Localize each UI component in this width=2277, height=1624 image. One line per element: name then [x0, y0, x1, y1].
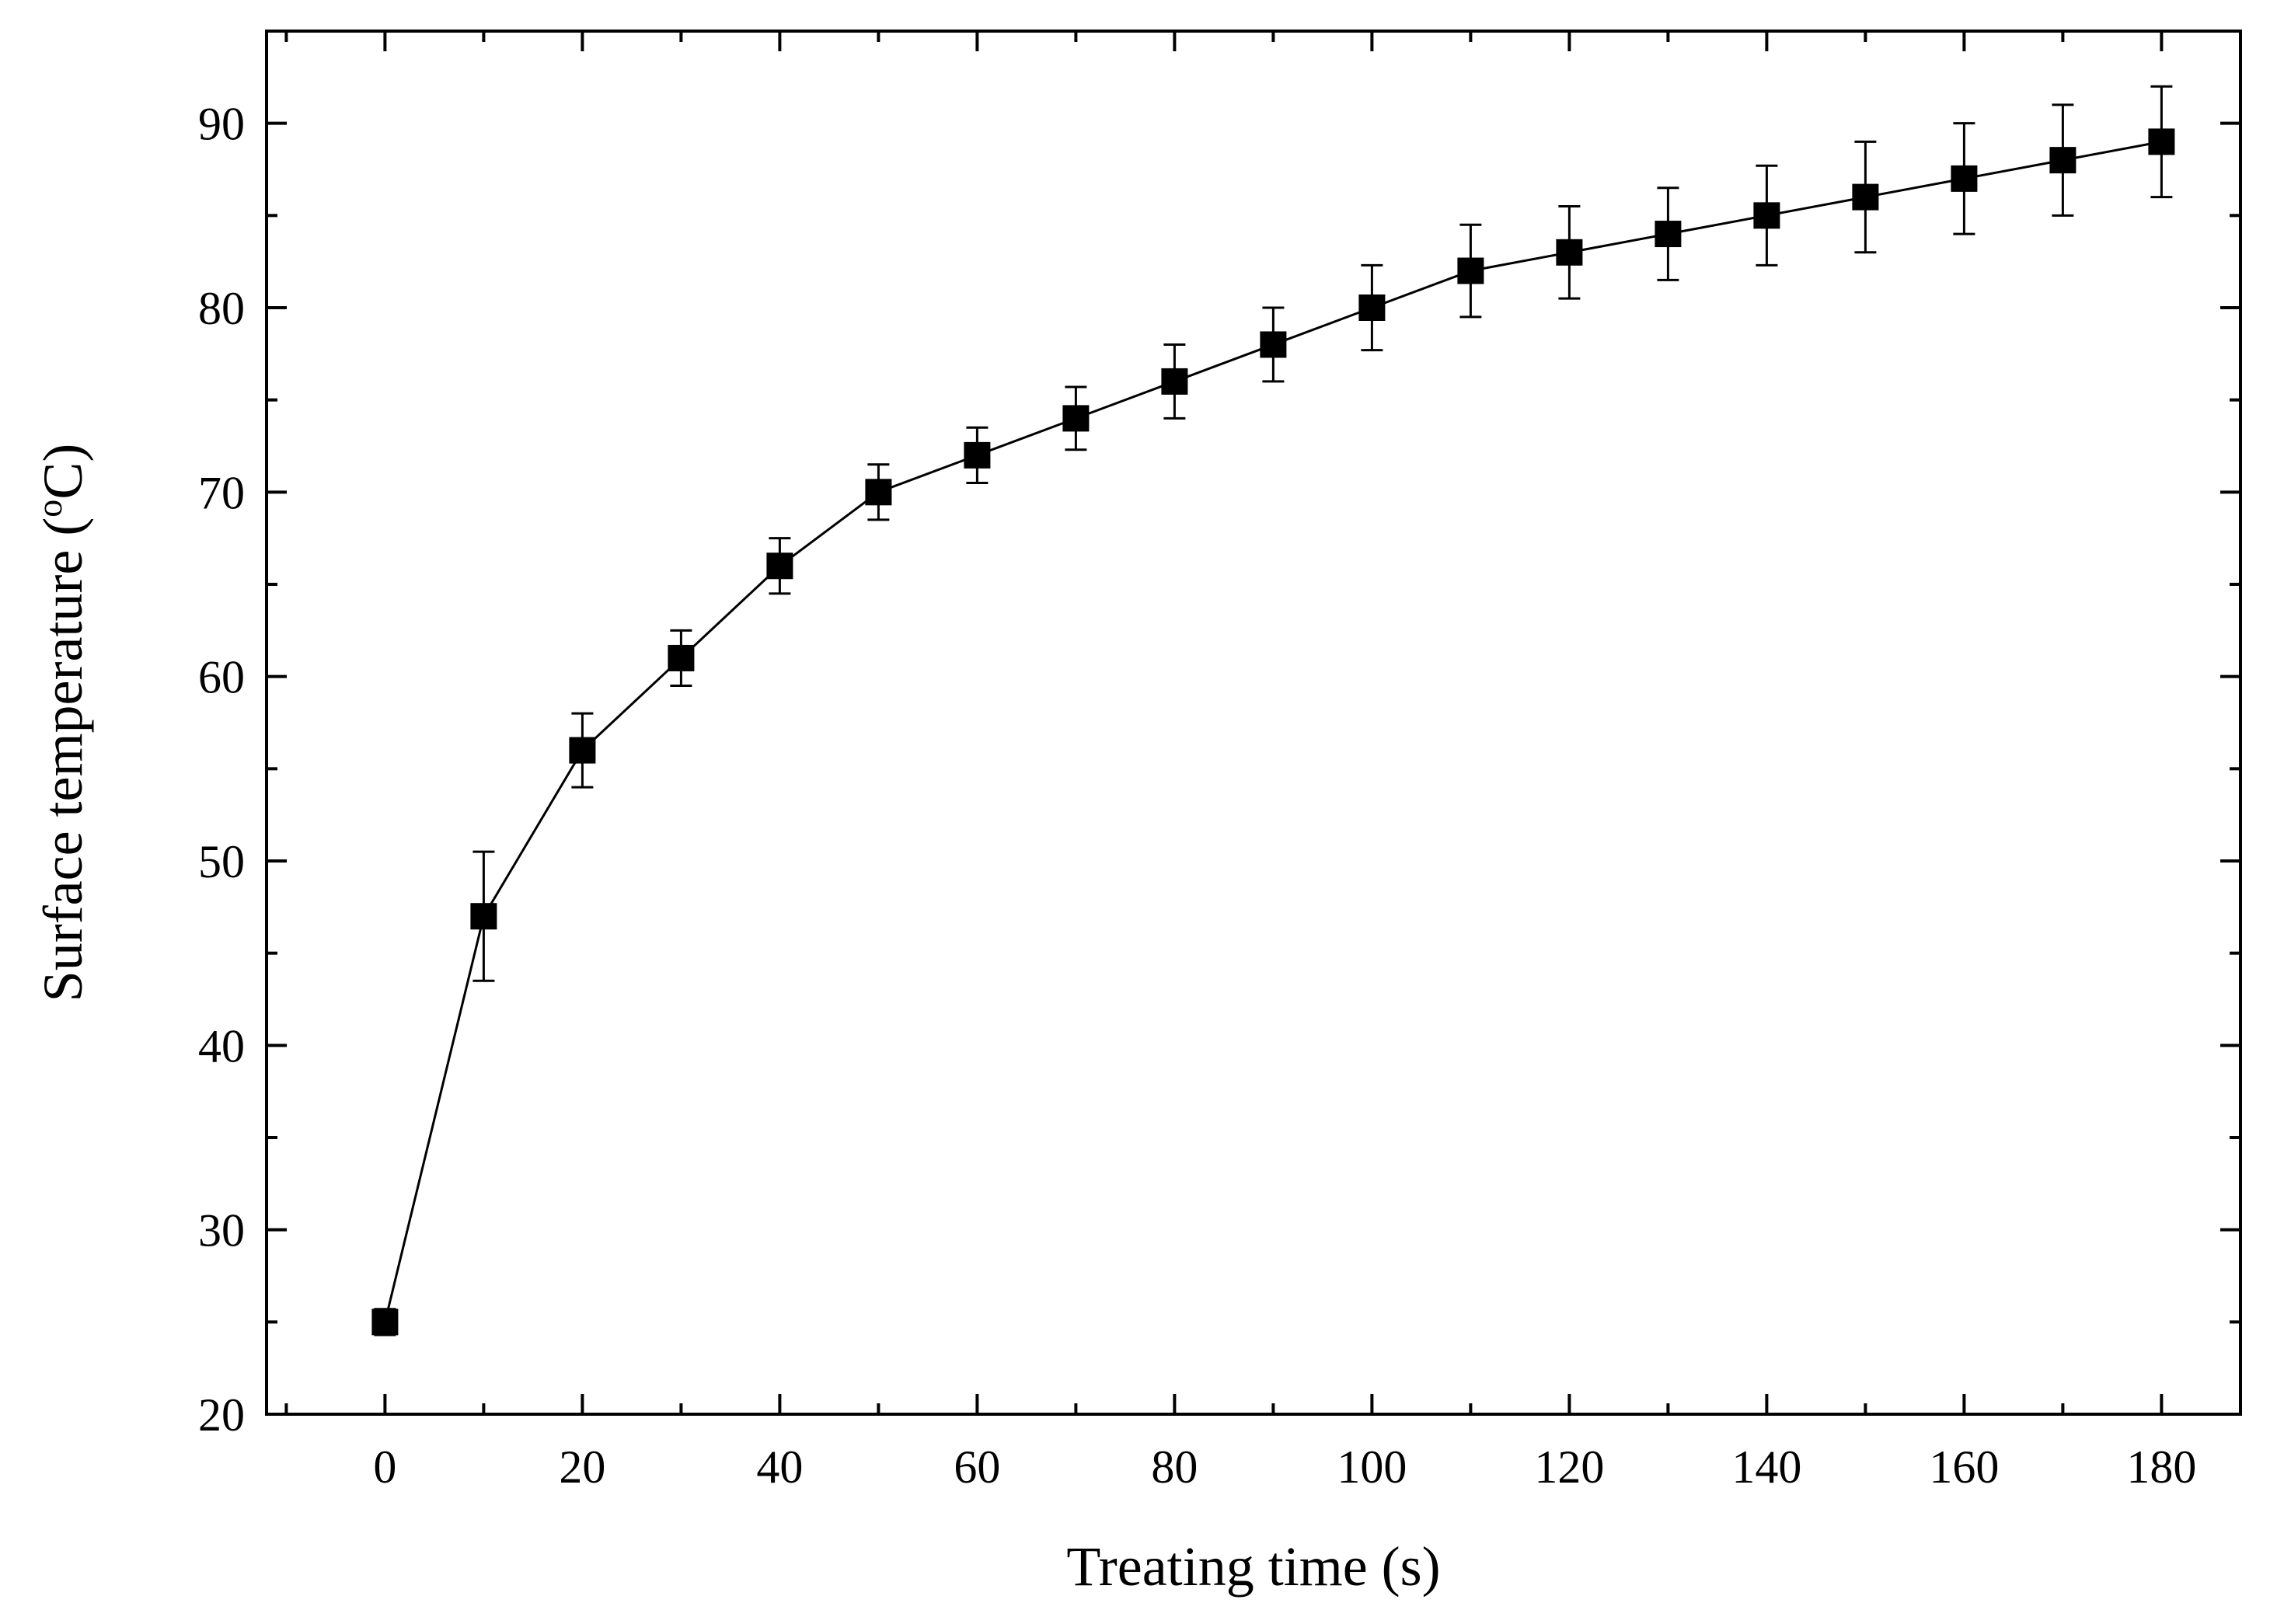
data-point-marker [371, 1309, 399, 1336]
x-tick-label: 0 [373, 1441, 396, 1493]
y-tick-label: 90 [198, 99, 245, 150]
data-point-marker [1556, 239, 1583, 266]
y-tick-label: 70 [198, 467, 245, 518]
data-point-marker [1852, 183, 1879, 211]
y-tick-label: 30 [198, 1205, 245, 1256]
x-tick-label: 20 [559, 1441, 605, 1493]
x-tick-label: 80 [1151, 1441, 1198, 1493]
y-axis-title-degree: o [30, 500, 69, 518]
data-point-marker [569, 737, 596, 764]
y-tick-label: 60 [198, 652, 245, 703]
data-point-marker [2049, 147, 2076, 174]
data-point-marker [766, 552, 793, 580]
plot-frame [265, 30, 2242, 1416]
series-layer [371, 85, 2175, 1336]
data-point-marker [1161, 368, 1188, 395]
data-point-marker [668, 644, 695, 671]
data-point-marker [1062, 405, 1090, 432]
data-point-marker [1358, 294, 1386, 321]
x-tick-label: 160 [1929, 1441, 1999, 1493]
x-tick-label: 140 [1731, 1441, 1801, 1493]
x-tick-label: 60 [954, 1441, 1000, 1493]
data-point-marker [470, 903, 497, 930]
data-point-marker [1457, 257, 1484, 284]
y-axis-title-prefix: Surface temperature ( [32, 518, 94, 1002]
data-point-marker [1753, 202, 1780, 229]
data-point-marker [1655, 221, 1682, 248]
x-tick-label: 120 [1534, 1441, 1604, 1493]
data-point-marker [2148, 128, 2175, 155]
data-point-marker [1260, 331, 1287, 358]
data-point-marker [865, 479, 892, 506]
y-axis: 20 30 40 50 60 70 80 90 [198, 99, 2240, 1441]
x-tick-label: 100 [1337, 1441, 1407, 1493]
x-axis-title: Treating time (s) [1066, 1535, 1440, 1598]
x-tick-label: 40 [756, 1441, 803, 1493]
y-tick-label: 40 [198, 1020, 245, 1072]
y-tick-label: 80 [198, 283, 245, 334]
x-axis: 0 20 40 60 80 100 120 140 160 180 [284, 31, 2196, 1493]
data-point-marker [1951, 165, 1978, 192]
x-tick-label: 180 [2126, 1441, 2196, 1493]
data-point-marker [964, 441, 991, 469]
y-tick-label: 20 [198, 1389, 245, 1441]
y-axis-title-suffix: C) [32, 444, 94, 500]
y-tick-label: 50 [198, 836, 245, 887]
y-axis-title: Surface temperature (oC) [30, 444, 94, 1002]
